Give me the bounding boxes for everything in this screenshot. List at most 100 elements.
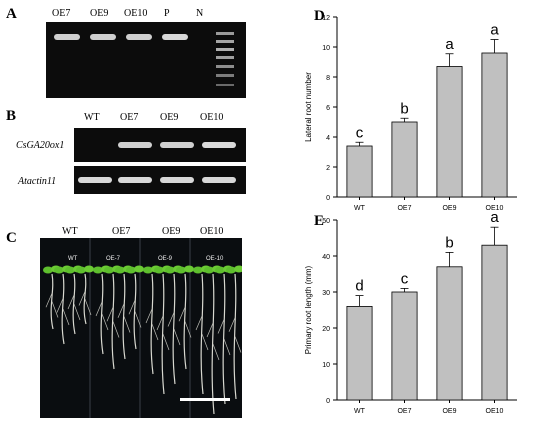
lane-label-a-oe7: OE7: [52, 8, 71, 19]
panel-e-label: E: [314, 213, 325, 229]
panel-b-gel-top: [74, 128, 246, 162]
bar-oe7: [391, 121, 418, 198]
y-tick-label: 30: [322, 290, 330, 297]
cotyledon: [234, 265, 242, 273]
panel-c-label: C: [6, 230, 17, 246]
lane-label-b-oe7: OE7: [120, 112, 139, 123]
significance-letter: b: [400, 100, 408, 117]
root: [111, 273, 115, 370]
cotyledon: [215, 266, 225, 274]
y-tick-label: 0: [326, 398, 330, 405]
y-tick-label: 6: [326, 105, 330, 112]
cotyledon: [76, 266, 86, 274]
y-tick-label: 20: [322, 326, 330, 333]
lane-label-b-wt: WT: [84, 112, 100, 123]
y-tick-label: 10: [322, 362, 330, 369]
lane-label-a-n: N: [196, 8, 204, 19]
lateral-root: [178, 307, 186, 322]
lateral-root: [162, 333, 170, 351]
lateral-root: [51, 301, 59, 318]
band-b2-oe9: [160, 177, 194, 183]
plant-label: WT: [68, 256, 78, 262]
bar-oe9: [436, 266, 463, 401]
bar-oe10: [481, 52, 508, 198]
lateral-root: [228, 317, 236, 332]
lateral-root: [212, 343, 220, 361]
cotyledon: [65, 266, 75, 274]
lane-label-a-oe9: OE9: [90, 8, 109, 19]
lateral-root: [78, 291, 86, 306]
lane-label-b-oe10: OE10: [200, 112, 224, 123]
cotyledon: [184, 265, 194, 273]
gene-label-csga20ox1: CsGA20ox1: [16, 140, 65, 151]
cotyledon: [104, 266, 114, 274]
panel-b-gel-bottom: [74, 166, 246, 194]
lateral-root: [84, 298, 92, 316]
root: [222, 273, 226, 405]
cotyledon: [226, 266, 236, 274]
cotyledon: [54, 266, 64, 274]
lateral-root: [223, 338, 231, 356]
lateral-root: [101, 313, 109, 331]
cotyledon: [204, 266, 214, 274]
cotyledon: [176, 266, 186, 274]
bar-oe10: [481, 244, 508, 401]
band-p: [162, 34, 188, 40]
significance-letter: a: [445, 36, 454, 53]
y-tick-label: 12: [322, 15, 330, 22]
y-axis-label: Lateral root number: [304, 72, 313, 142]
root: [83, 273, 87, 325]
x-tick-label: OE7: [397, 408, 411, 415]
x-tick-label: WT: [354, 205, 366, 212]
chart-d-lateral-root: 0 2 4 6 8 10 12 c WT b OE7 a OE9 a OE10 Lateral root nu…: [304, 15, 517, 212]
band-b2-oe10: [202, 177, 236, 183]
significance-letter: b: [445, 234, 453, 251]
band-b2-wt: [78, 177, 112, 183]
cotyledon: [193, 266, 203, 274]
group-label-c-oe10: OE10: [200, 226, 224, 237]
scale-bar: [180, 398, 230, 401]
band-oe7: [54, 34, 80, 40]
cotyledon: [84, 265, 94, 273]
band-b-oe7: [118, 142, 152, 148]
lateral-root: [112, 321, 120, 338]
root: [100, 273, 104, 355]
group-label-c-oe9: OE9: [162, 226, 181, 237]
cotyledon: [93, 266, 103, 274]
lateral-root: [173, 328, 181, 346]
cotyledon: [115, 266, 125, 274]
lane-label-b-oe9: OE9: [160, 112, 179, 123]
bar-oe7: [391, 291, 418, 401]
y-tick-label: 50: [322, 218, 330, 225]
x-tick-label: OE9: [442, 205, 456, 212]
plant-label: OE-9: [158, 256, 173, 262]
cotyledon: [126, 266, 136, 274]
lateral-root: [151, 323, 159, 341]
plant-label: OE-7: [106, 256, 121, 262]
y-tick-label: 10: [322, 45, 330, 52]
panel-a-label: A: [6, 6, 17, 22]
band-oe10: [126, 34, 152, 40]
x-tick-label: WT: [354, 408, 366, 415]
panel-a-gel: [46, 22, 246, 98]
group-label-c-wt: WT: [62, 226, 78, 237]
lateral-root: [201, 333, 209, 351]
root: [72, 273, 76, 335]
cotyledon: [154, 266, 164, 274]
x-tick-label: OE7: [397, 205, 411, 212]
gene-label-atactin11: Atactin11: [18, 176, 57, 187]
lateral-root: [145, 308, 153, 324]
significance-letter: a: [490, 22, 499, 39]
panel-b-label: B: [6, 108, 17, 124]
lateral-root: [62, 308, 70, 326]
lateral-root: [67, 294, 75, 310]
lateral-root: [117, 303, 125, 318]
lateral-root: [195, 315, 203, 331]
band-b2-oe7: [118, 177, 152, 183]
significance-letter: a: [490, 212, 499, 226]
root: [172, 273, 176, 385]
lateral-root: [106, 307, 114, 322]
root: [200, 273, 204, 395]
cotyledon: [134, 265, 144, 273]
y-tick-label: 4: [326, 135, 330, 142]
